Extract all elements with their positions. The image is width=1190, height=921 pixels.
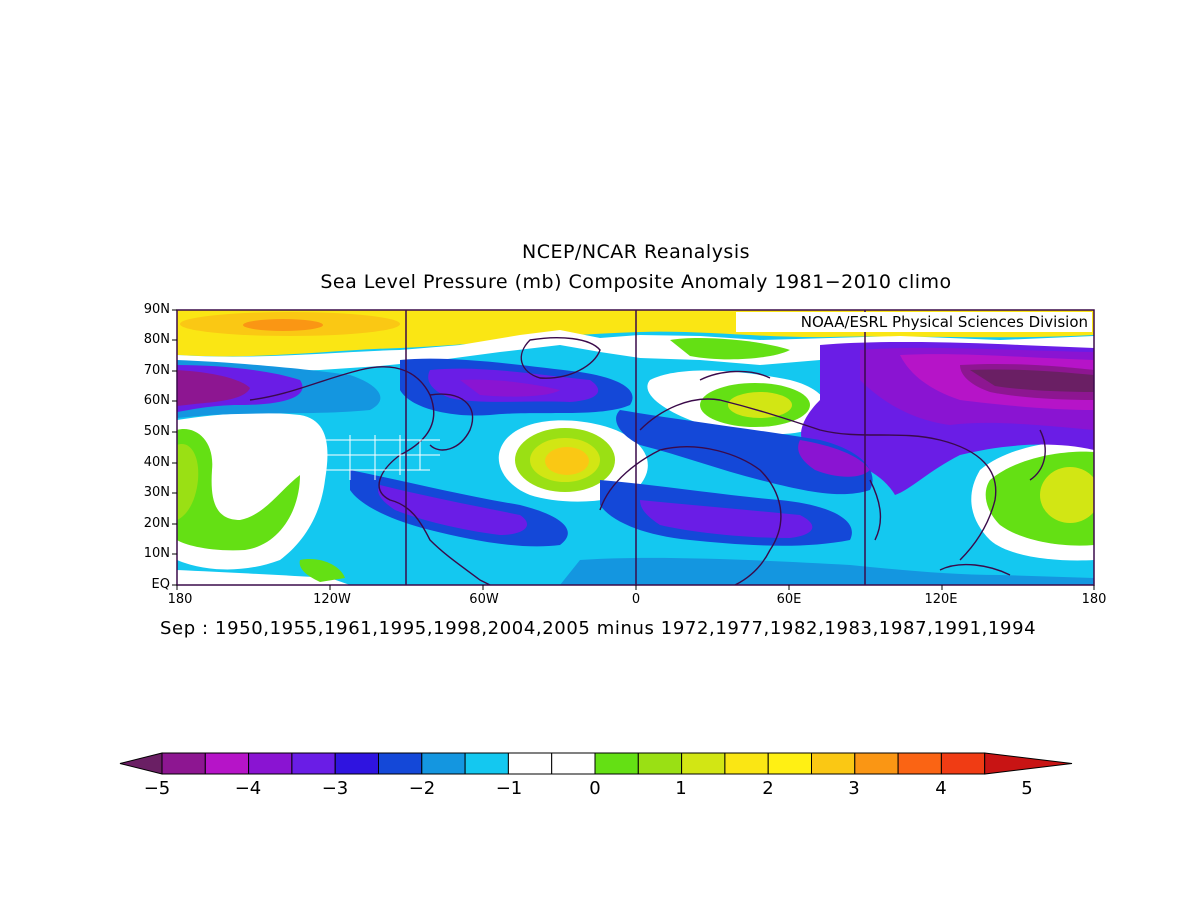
region-eqpac-neutral — [177, 570, 350, 585]
colorbar-swatch — [464, 752, 509, 775]
colorbar-tick-label: −5 — [143, 778, 171, 799]
coastline-hudson — [429, 393, 474, 451]
colorbar-arrow-low — [119, 752, 163, 775]
colorbar-tick-label: 2 — [762, 778, 774, 799]
colorbar-swatch — [811, 752, 856, 775]
region-greenland-neg3 — [460, 379, 560, 397]
lon-label-60w: 60W — [469, 592, 499, 607]
region-mideast-neg2 — [798, 440, 870, 477]
colorbar-swatch — [204, 752, 250, 775]
colorbar-tick-label: −3 — [321, 778, 349, 799]
coastline-greenland — [520, 337, 601, 379]
colorbar-swatch — [724, 752, 769, 775]
colorbar-swatch — [421, 752, 466, 775]
region-tropics-neg — [560, 557, 1094, 585]
colorbar-tick-label: −4 — [234, 778, 262, 799]
lon-label-120w: 120W — [313, 592, 351, 607]
lon-label-120e: 120E — [924, 592, 958, 607]
region-atlantic-high — [545, 447, 589, 475]
anomaly-field — [177, 310, 1094, 585]
lat-label-60n: 60N — [143, 393, 170, 408]
colorbar-tick-label: −1 — [495, 778, 523, 799]
colorbar-tick-label: 1 — [675, 778, 687, 799]
colorbar-swatch — [378, 752, 423, 775]
lon-label-180e: 180 — [1081, 592, 1107, 607]
colorbar-swatch — [767, 752, 813, 775]
chart-title: NCEP/NCAR Reanalysis — [521, 241, 751, 263]
lat-label-40n: 40N — [143, 455, 170, 470]
colorbar-swatch — [291, 752, 336, 775]
lon-label-0: 0 — [631, 592, 641, 607]
colorbar-tick-label: 0 — [589, 778, 601, 799]
colorbar-arrow-high — [984, 752, 1073, 775]
coastline-scandinavia — [699, 370, 771, 381]
region-arctic-peak — [243, 319, 323, 331]
coastline-maritime — [939, 563, 1011, 576]
colorbar-swatch — [507, 752, 553, 775]
lat-label-70n: 70N — [143, 363, 170, 378]
grid-meridians — [405, 310, 866, 585]
region-pacific-positive — [177, 429, 300, 551]
colorbar-swatch — [248, 752, 293, 775]
colorbar-swatch — [940, 752, 986, 775]
axis-ticks — [172, 309, 1095, 590]
coastline-eurasia — [639, 398, 997, 561]
lat-label-eq: EQ — [151, 577, 170, 592]
colorbar-tick-label: 3 — [848, 778, 860, 799]
colorbar — [119, 752, 1073, 775]
region-alaska-neg3 — [177, 370, 250, 406]
colorbar-swatch — [161, 752, 206, 775]
colorbar-swatch — [594, 752, 639, 775]
region-europe-positive-core — [728, 392, 792, 418]
lat-label-30n: 30N — [143, 485, 170, 500]
us-state-lines — [320, 435, 440, 480]
lat-label-20n: 20N — [143, 516, 170, 531]
colorbar-swatch — [551, 752, 596, 775]
region-caribbean-neg2 — [378, 485, 528, 535]
region-africa-neg2 — [640, 500, 813, 538]
colorbar-swatch — [334, 752, 380, 775]
lat-label-10n: 10N — [143, 546, 170, 561]
coastline-africa — [599, 446, 782, 585]
region-pacific-positive-inner — [177, 444, 199, 520]
coastline-americas — [249, 366, 491, 585]
credit-label: NOAA/ESRL Physical Sciences Division — [736, 312, 1092, 332]
lat-label-80n: 80N — [143, 332, 170, 347]
region-scandinavia-positive — [670, 338, 790, 360]
colorbar-tick-label: 4 — [935, 778, 947, 799]
lon-label-60e: 60E — [776, 592, 802, 607]
region-eqpac-positive — [299, 559, 345, 582]
lon-label-180w: 180 — [167, 592, 193, 607]
region-mideast-neg1 — [616, 410, 873, 495]
coastline-india — [869, 479, 882, 541]
colorbar-swatch — [897, 752, 942, 775]
colorbar-tick-label: 5 — [1021, 778, 1033, 799]
region-siberia-min — [970, 369, 1094, 392]
colorbar-swatch — [637, 752, 683, 775]
composite-description: Sep : 1950,1955,1961,1995,1998,2004,2005… — [160, 618, 1037, 639]
coastlines — [249, 337, 1046, 585]
lat-label-90n: 90N — [143, 302, 170, 317]
region-wpac-positive-core — [1040, 467, 1094, 523]
colorbar-tick-label: −2 — [408, 778, 436, 799]
colorbar-swatch — [681, 752, 726, 775]
colorbar-swatch — [854, 752, 899, 775]
coastline-japan — [1029, 429, 1046, 481]
lat-label-50n: 50N — [143, 424, 170, 439]
chart-subtitle: Sea Level Pressure (mb) Composite Anomal… — [320, 271, 952, 293]
